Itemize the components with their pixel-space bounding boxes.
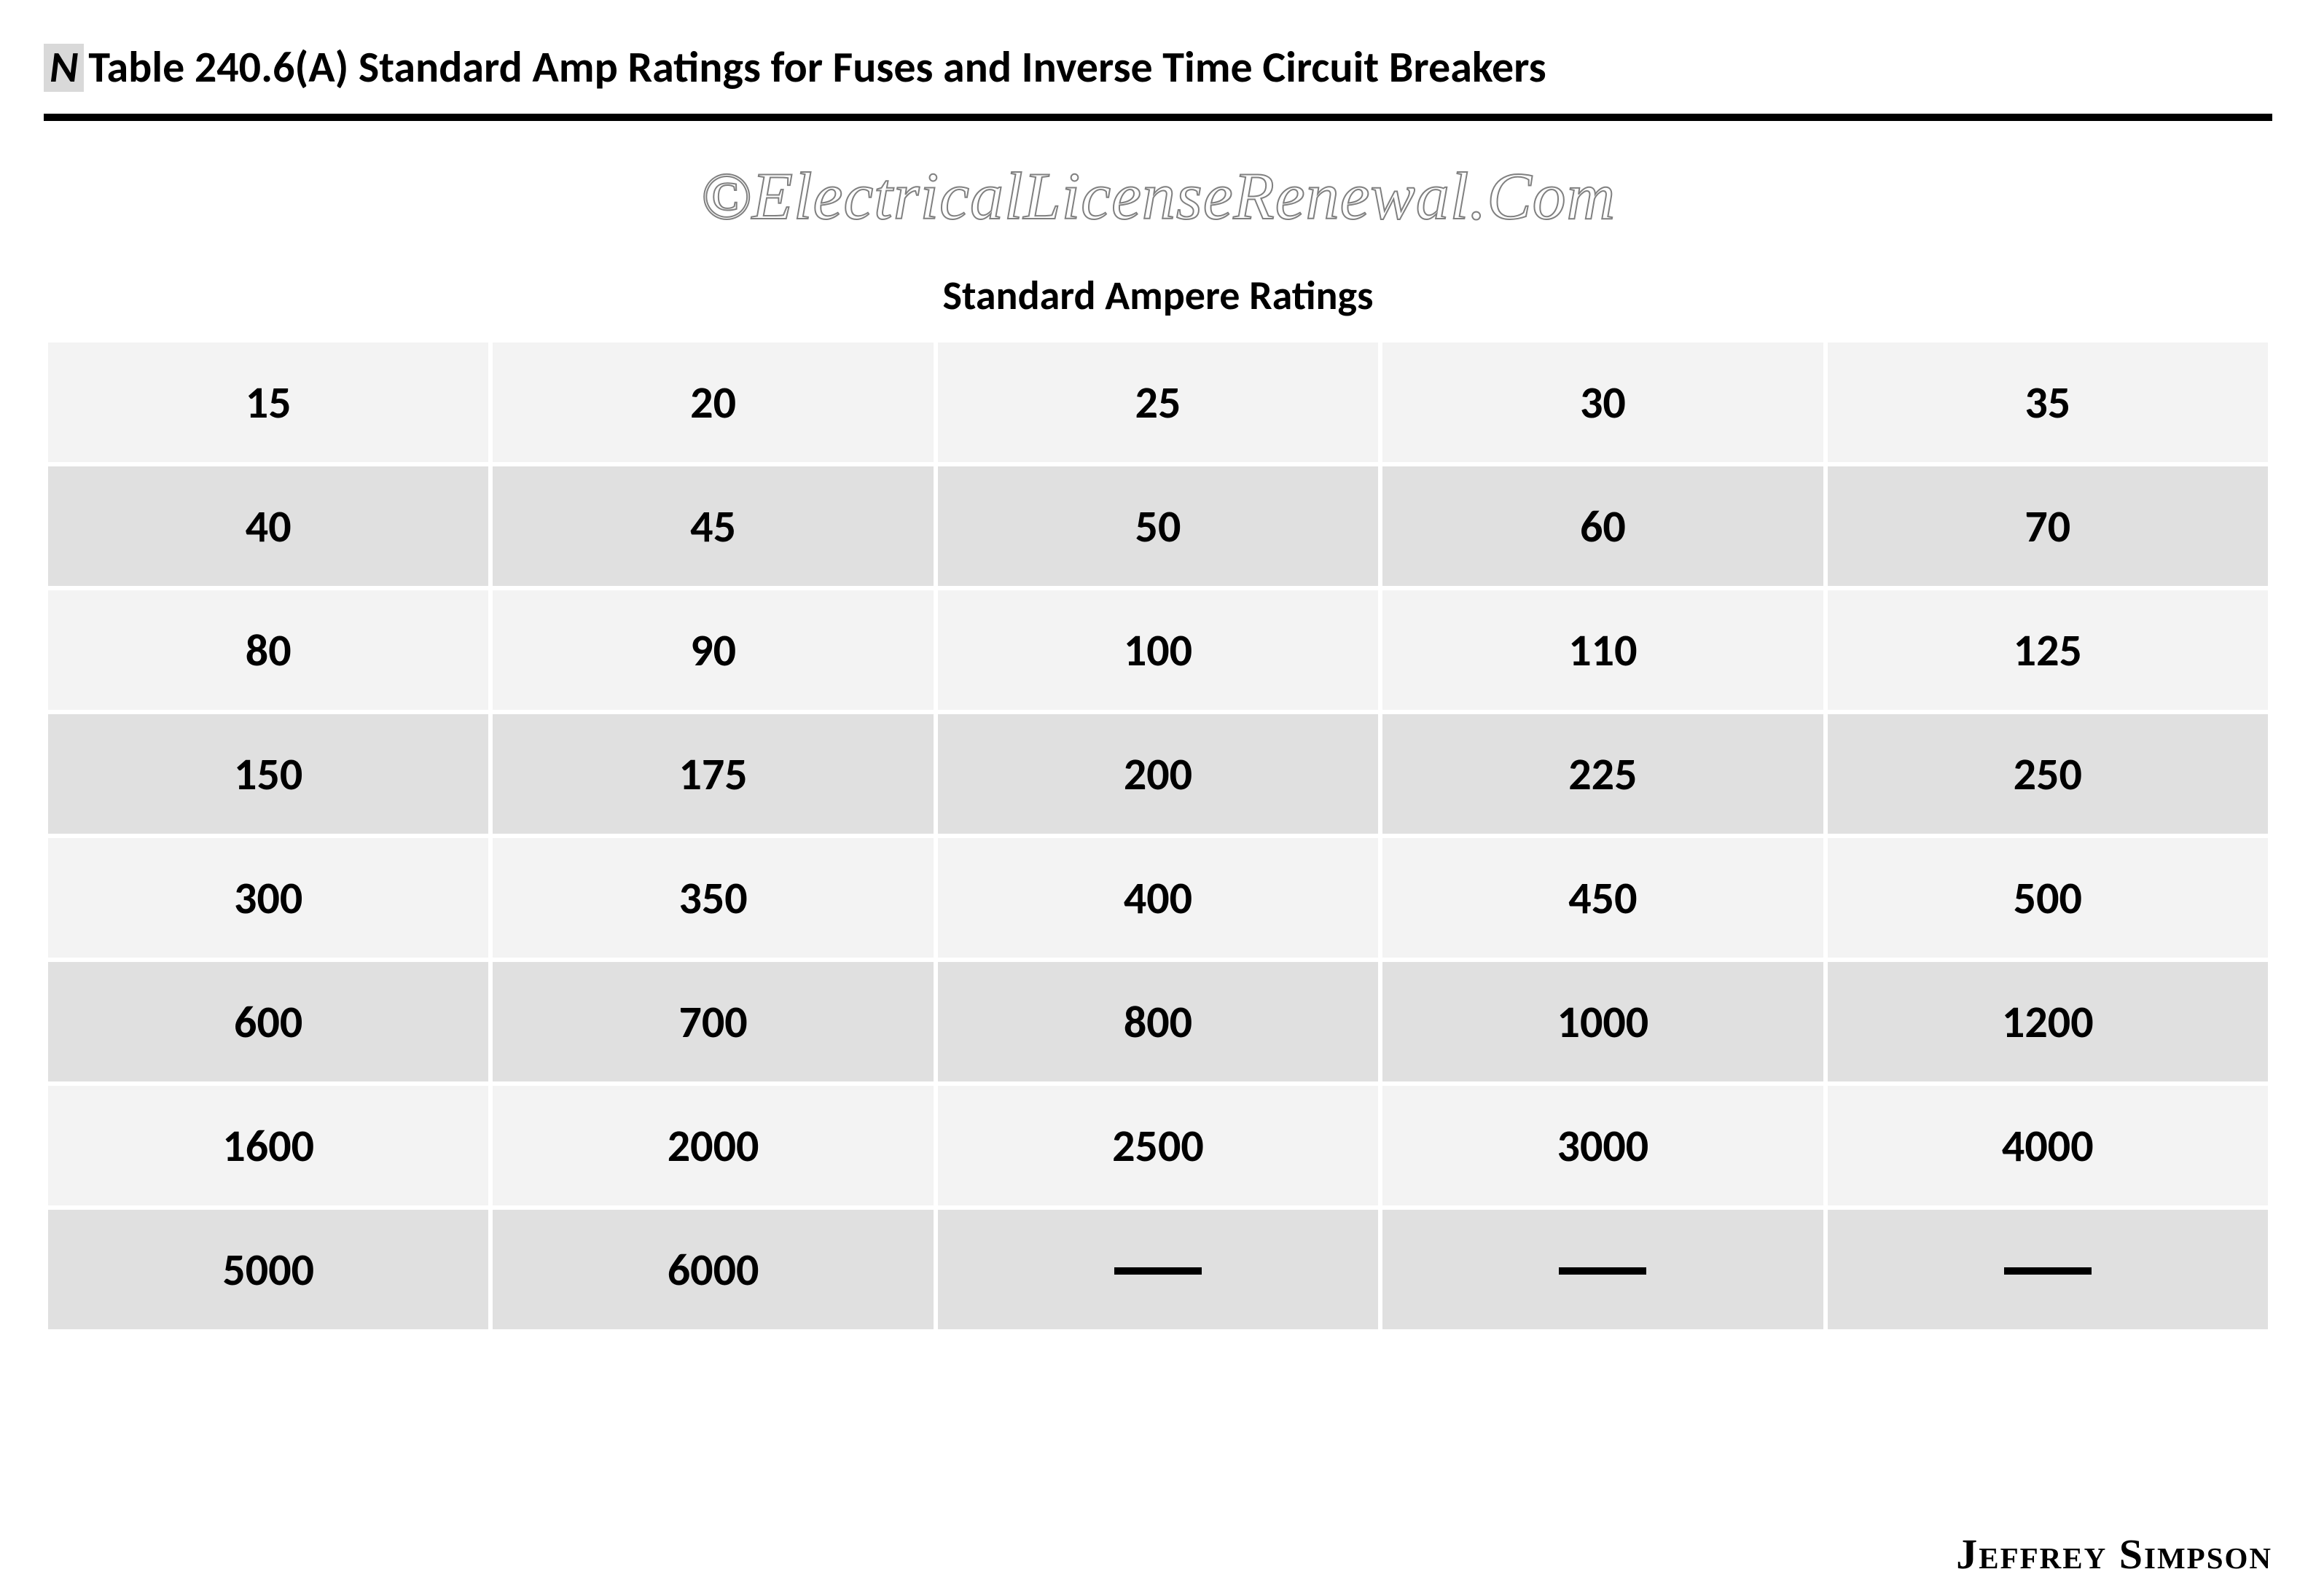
table-row: 300350400450500: [48, 838, 2268, 958]
table-cell: 1600: [48, 1086, 488, 1205]
table-cell: 500: [1828, 838, 2268, 958]
empty-dash-icon: [1114, 1267, 1202, 1275]
table-cell: 70: [1828, 466, 2268, 586]
table-cell: 4000: [1828, 1086, 2268, 1205]
table-cell: 1200: [1828, 962, 2268, 1081]
table-row: 60070080010001200: [48, 962, 2268, 1081]
table-cell: [938, 1210, 1378, 1329]
table-cell: 800: [938, 962, 1378, 1081]
table-cell: 300: [48, 838, 488, 958]
table-cell: 25: [938, 343, 1378, 462]
table-cell: 20: [493, 343, 933, 462]
table-cell: 6000: [493, 1210, 933, 1329]
table-cell: 2500: [938, 1086, 1378, 1205]
table-row: 16002000250030004000: [48, 1086, 2268, 1205]
table-cell: 5000: [48, 1210, 488, 1329]
ratings-table: 1520253035404550607080901001101251501752…: [44, 338, 2272, 1334]
table-cell: 200: [938, 714, 1378, 834]
table-cell: 80: [48, 590, 488, 710]
page-container: N Table 240.6(A) Standard Amp Ratings fo…: [0, 0, 2316, 1596]
table-cell: 100: [938, 590, 1378, 710]
table-cell: 700: [493, 962, 933, 1081]
table-cell: 15: [48, 343, 488, 462]
table-cell: [1828, 1210, 2268, 1329]
table-row: 50006000: [48, 1210, 2268, 1329]
table-cell: 90: [493, 590, 933, 710]
table-row: 1520253035: [48, 343, 2268, 462]
table-cell: 60: [1382, 466, 1823, 586]
table-cell: 225: [1382, 714, 1823, 834]
table-cell: [1382, 1210, 1823, 1329]
table-cell: 35: [1828, 343, 2268, 462]
table-cell: 125: [1828, 590, 2268, 710]
table-cell: 2000: [493, 1086, 933, 1205]
ratings-table-body: 1520253035404550607080901001101251501752…: [48, 343, 2268, 1329]
table-cell: 175: [493, 714, 933, 834]
table-cell: 45: [493, 466, 933, 586]
table-title-text: Table 240.6(A) Standard Amp Ratings for …: [88, 44, 1546, 92]
table-cell: 3000: [1382, 1086, 1823, 1205]
table-row: 8090100110125: [48, 590, 2268, 710]
table-cell: 50: [938, 466, 1378, 586]
table-cell: 110: [1382, 590, 1823, 710]
table-cell: 30: [1382, 343, 1823, 462]
empty-dash-icon: [1559, 1267, 1646, 1275]
table-row: 4045506070: [48, 466, 2268, 586]
table-cell: 150: [48, 714, 488, 834]
copyright-watermark: ©ElectricalLicenseRenewal.Com: [44, 157, 2272, 235]
table-cell: 450: [1382, 838, 1823, 958]
title-row: N Table 240.6(A) Standard Amp Ratings fo…: [44, 44, 2272, 92]
table-cell: 250: [1828, 714, 2268, 834]
author-signature: Jeffrey Simpson: [1956, 1530, 2272, 1579]
new-badge: N: [44, 44, 84, 92]
table-cell: 400: [938, 838, 1378, 958]
table-caption: Standard Ampere Ratings: [44, 271, 2272, 321]
table-cell: 40: [48, 466, 488, 586]
empty-dash-icon: [2004, 1267, 2092, 1275]
horizontal-rule: [44, 114, 2272, 121]
table-cell: 1000: [1382, 962, 1823, 1081]
table-cell: 600: [48, 962, 488, 1081]
table-row: 150175200225250: [48, 714, 2268, 834]
table-cell: 350: [493, 838, 933, 958]
